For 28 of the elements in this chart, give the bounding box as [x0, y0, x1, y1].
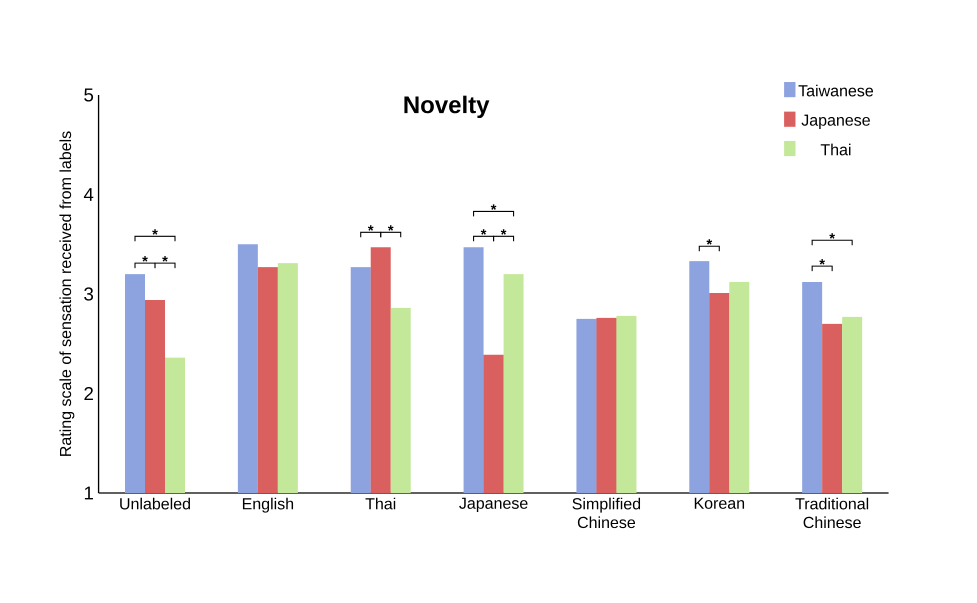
chart-title: Novelty	[404, 96, 490, 118]
x-tick-label: Unlabeled	[120, 498, 190, 510]
y-axis-title: Rating scale of sensation received from labels	[59, 131, 74, 456]
annotation: *	[152, 229, 158, 235]
annotation: *	[142, 256, 148, 262]
y-tick-label: 1	[84, 486, 93, 500]
legend-label: Thai	[820, 144, 850, 156]
annotation: *	[819, 259, 825, 265]
y-tick-label: 3	[84, 287, 94, 301]
annotation: *	[500, 229, 506, 235]
annotation: *	[480, 229, 486, 235]
annotation: *	[706, 239, 712, 245]
legend-label: Japanese	[802, 114, 870, 129]
x-tick-label: Simplified Chinese	[572, 498, 640, 528]
annotation: *	[829, 233, 835, 239]
y-tick-label: 5	[84, 88, 94, 102]
x-tick-label: English	[242, 498, 294, 513]
x-tick-label: Japanese	[459, 498, 528, 512]
x-tick-label: Thai	[366, 498, 396, 510]
annotation: *	[388, 225, 394, 231]
y-tick-label: 4	[84, 188, 94, 201]
annotation: *	[490, 204, 496, 210]
x-tick-label: Traditional Chinese	[795, 498, 868, 528]
x-tick-label: Korean	[694, 498, 744, 509]
annotation: *	[368, 225, 374, 231]
y-tick-label: 2	[84, 386, 93, 400]
legend-label: Taiwanese	[798, 84, 874, 96]
annotation: *	[162, 256, 168, 262]
